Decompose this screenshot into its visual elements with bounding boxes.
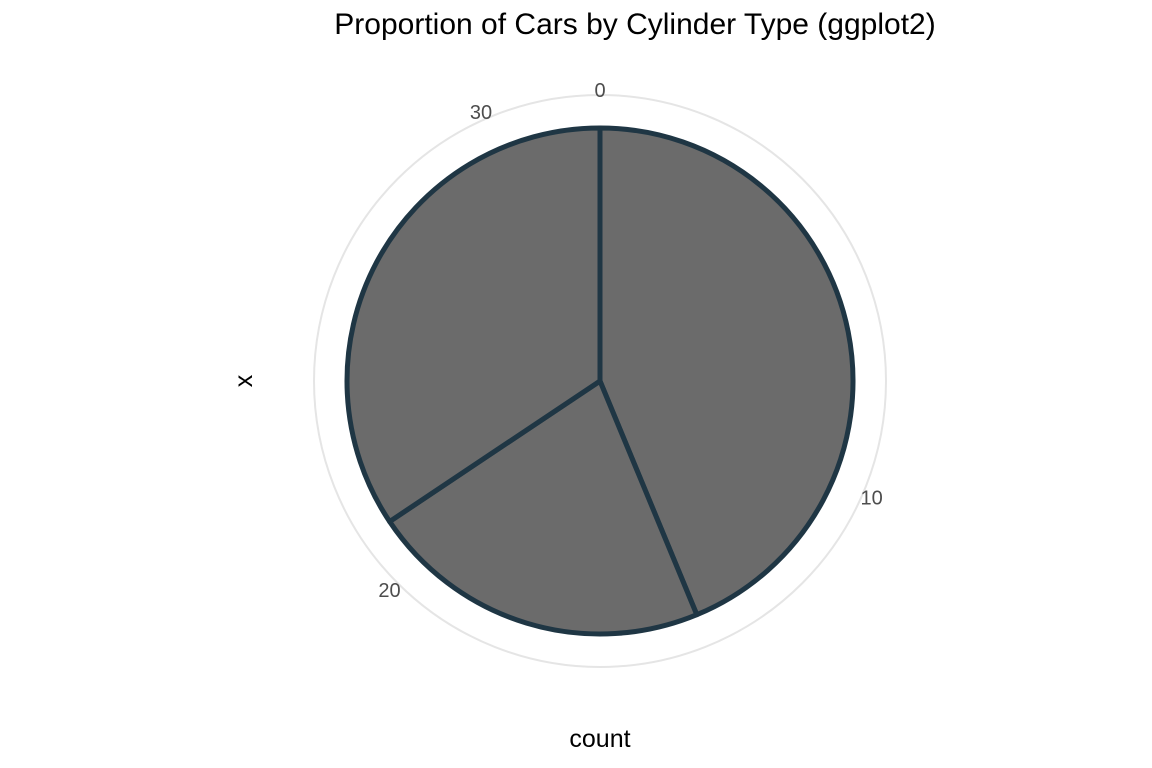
slices-layer [344, 125, 856, 637]
x-axis-title: count [569, 725, 630, 753]
pie-slice-3 [344, 125, 603, 525]
pie-slice-1 [597, 125, 856, 618]
chart-title: Proportion of Cars by Cylinder Type (ggp… [334, 8, 936, 41]
y-axis-title: x [230, 374, 258, 387]
ticks-layer: 0 10 20 30 [378, 80, 882, 602]
radial-tick-label: 10 [861, 487, 883, 509]
radial-tick-label: 30 [470, 102, 492, 124]
radial-tick-label: 20 [378, 580, 400, 602]
pie-slice-2 [387, 378, 700, 637]
outer-grid-ring [313, 94, 887, 668]
radial-tick-label: 0 [594, 80, 605, 102]
